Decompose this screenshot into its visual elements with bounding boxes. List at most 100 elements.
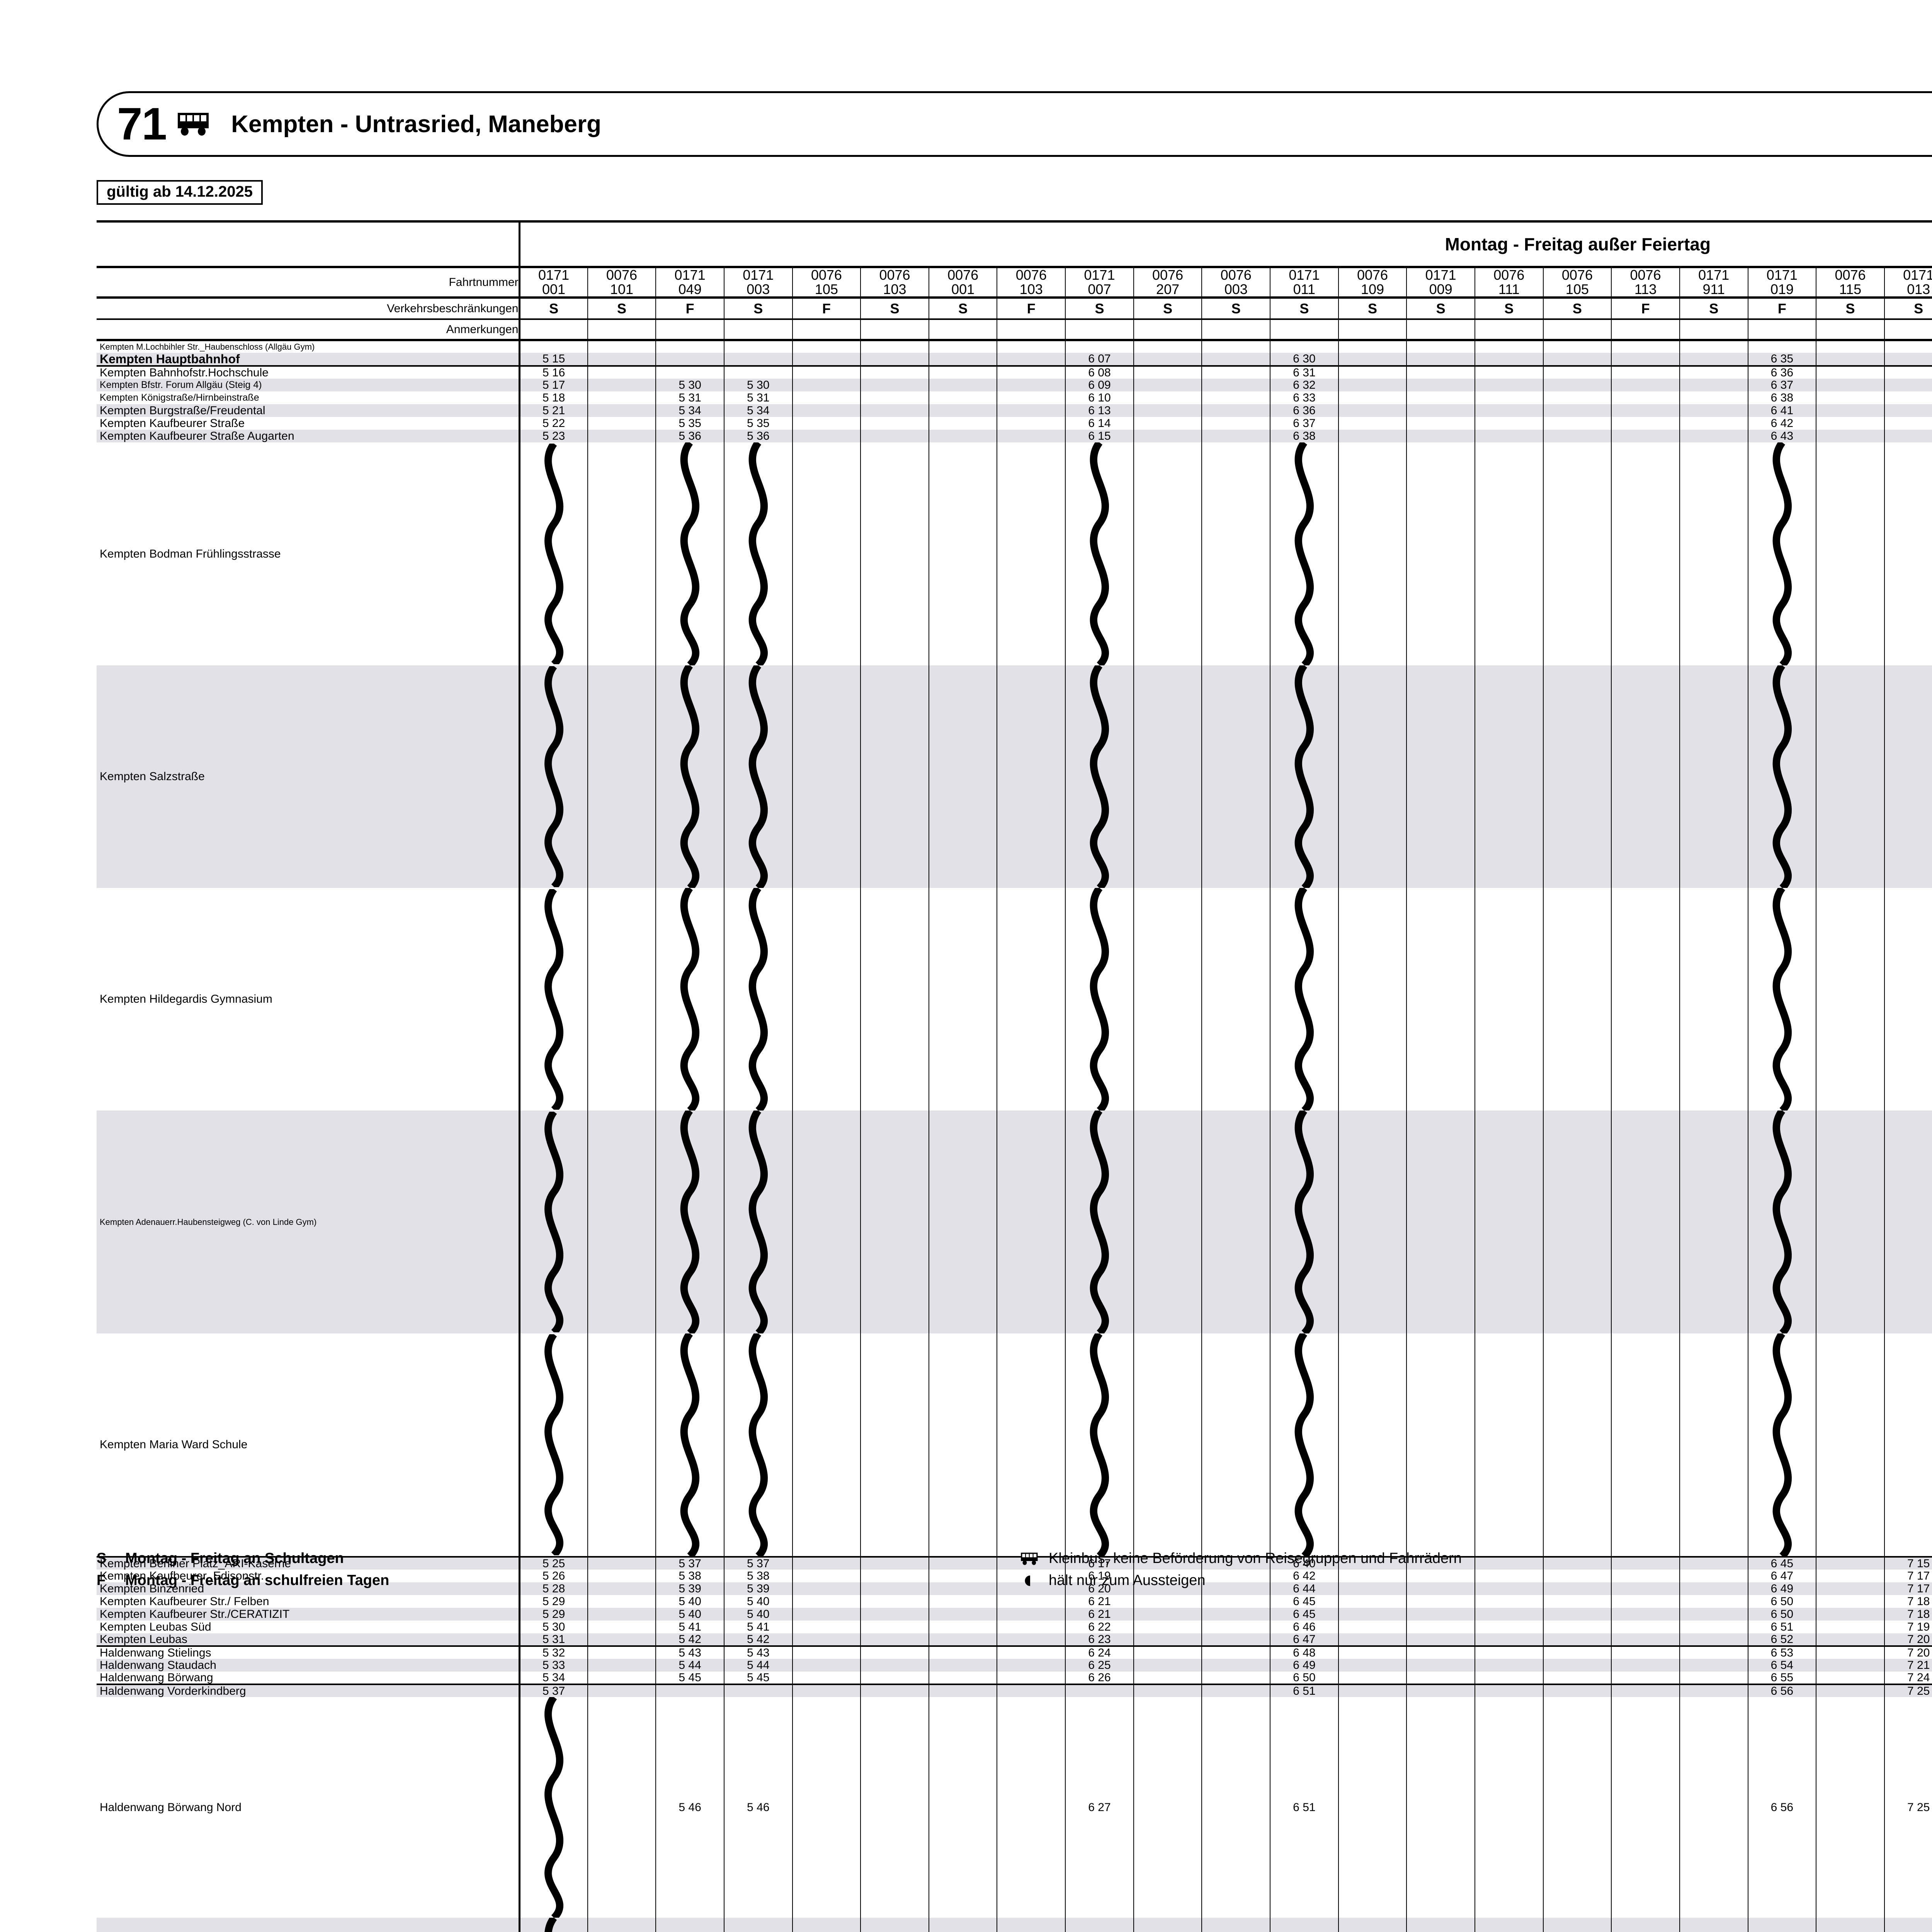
time-cell [997, 430, 1066, 443]
bus-icon [176, 112, 213, 136]
stop-name: Kempten Leubas Süd [100, 1620, 211, 1633]
time-cell: 6 17 [1065, 1557, 1134, 1570]
time-cell [1884, 391, 1932, 405]
time-cell [1201, 340, 1270, 353]
trip-number-15: 0076 105 [1543, 265, 1612, 298]
trip-restriction-11: S [1270, 296, 1338, 320]
time-cell [1338, 417, 1407, 430]
trip-note-15 [1543, 319, 1612, 342]
time-cell [1611, 340, 1680, 353]
time-cell [1133, 1621, 1202, 1633]
time-cell [997, 340, 1066, 353]
time-cell [1338, 888, 1407, 1111]
time-cell: 7 15 [1884, 1557, 1932, 1570]
legend-column-middle: Kleinbus, keine Beförderung von Reisegru… [1020, 1550, 1932, 1594]
trip-note-18 [1747, 319, 1816, 342]
time-cell: 5 21 [518, 404, 588, 417]
time-cell [1474, 888, 1543, 1111]
time-cell [1406, 1595, 1475, 1608]
trip-note-13 [1406, 319, 1475, 342]
time-cell [928, 1659, 997, 1672]
time-cell [860, 1633, 929, 1647]
time-cell [1884, 340, 1932, 353]
time-cell: 6 47 [1270, 1633, 1338, 1647]
time-cell [1884, 404, 1932, 417]
time-cell [1816, 430, 1884, 443]
time-cell [1679, 391, 1748, 405]
time-cell [1065, 1333, 1134, 1558]
time-cell: 5 36 [723, 430, 793, 443]
legend-item-kleinbus: Kleinbus, keine Beförderung von Reisegru… [1020, 1550, 1932, 1567]
time-cell [792, 1646, 861, 1659]
time-cell: 6 42 [1747, 417, 1816, 430]
time-cell: 6 36 [1747, 366, 1816, 379]
time-cell [1201, 417, 1270, 430]
time-cell [1338, 379, 1407, 392]
time-cell [1747, 340, 1816, 353]
time-cell [1474, 404, 1543, 417]
time-cell [1543, 1608, 1612, 1621]
time-cell [1816, 1659, 1884, 1672]
time-cell [997, 1111, 1066, 1333]
time-cell [792, 430, 861, 443]
table-row: Kempten Kaufbeurer Straße Augarten 5 23 5 … [97, 430, 1932, 443]
time-cell [1611, 1570, 1680, 1582]
time-cell [860, 1595, 929, 1608]
time-cell [860, 1621, 929, 1633]
time-cell [928, 417, 997, 430]
time-cell [1201, 1333, 1270, 1558]
trip-note-6 [928, 319, 997, 342]
time-cell [587, 1621, 656, 1633]
time-cell [655, 442, 724, 665]
legend-item-s: S Montag - Freitag an Schultagen [97, 1550, 1020, 1567]
time-cell [792, 1333, 861, 1558]
time-cell: 5 33 [518, 1659, 588, 1672]
table-row: Haldenwang Börwang Nord 5 46 5 46 6 27 6 51 6… [97, 1697, 1932, 1918]
time-cell [1406, 366, 1475, 379]
stop-name: Kempten Burgstraße/Freudental [97, 404, 519, 417]
table-row: Kempten Kaufbeurer Str./CERATIZIT 5 29 5 4… [97, 1608, 1932, 1621]
time-cell: 5 17 [518, 379, 588, 392]
time-cell [1543, 1582, 1612, 1595]
time-cell [997, 1918, 1066, 1932]
time-cell: 5 25 [518, 1557, 588, 1570]
table-row: Kempten Maria Ward Schule [97, 1333, 1932, 1558]
time-cell [587, 665, 656, 888]
trip-note-0 [518, 319, 588, 342]
time-cell [1133, 391, 1202, 405]
time-cell [1884, 417, 1932, 430]
trip-note-7 [997, 319, 1066, 342]
time-cell: 6 51 [1747, 1621, 1816, 1633]
time-cell [1679, 1333, 1748, 1558]
time-cell [928, 404, 997, 417]
time-cell: 5 39 [655, 1582, 724, 1595]
time-cell [1133, 1672, 1202, 1685]
time-cell [1679, 1111, 1748, 1333]
trip-number-20: 0171 013 [1884, 265, 1932, 298]
time-cell [1679, 417, 1748, 430]
time-cell [928, 391, 997, 405]
time-cell [1406, 1646, 1475, 1659]
time-cell [1338, 1633, 1407, 1647]
time-cell: 6 56 [1747, 1684, 1816, 1697]
time-cell: 6 40 [1270, 1557, 1338, 1570]
time-cell: 6 13 [1065, 404, 1134, 417]
table-row: Haldenwang Stielings 5 32 5 43 5 43 6 24 6 48… [97, 1646, 1932, 1659]
time-cell [1543, 1659, 1612, 1672]
table-row: Kempten Bfstr. Forum Allgäu (Steig 4) 5 1… [97, 379, 1932, 392]
legend-text-aussteigen: hält nur zum Aussteigen [1049, 1572, 1206, 1588]
time-cell [1133, 442, 1202, 665]
time-cell [587, 1557, 656, 1570]
time-cell [1338, 1595, 1407, 1608]
time-cell: 5 38 [723, 1570, 793, 1582]
time-cell [1543, 430, 1612, 443]
time-cell [1406, 404, 1475, 417]
time-cell: 5 40 [723, 1595, 793, 1608]
time-cell [587, 1595, 656, 1608]
time-cell [1133, 1595, 1202, 1608]
time-cell [1201, 1111, 1270, 1333]
time-cell [1133, 1570, 1202, 1582]
time-cell: 7 24 [1884, 1672, 1932, 1685]
time-cell [1543, 1918, 1612, 1932]
time-cell [1543, 665, 1612, 888]
